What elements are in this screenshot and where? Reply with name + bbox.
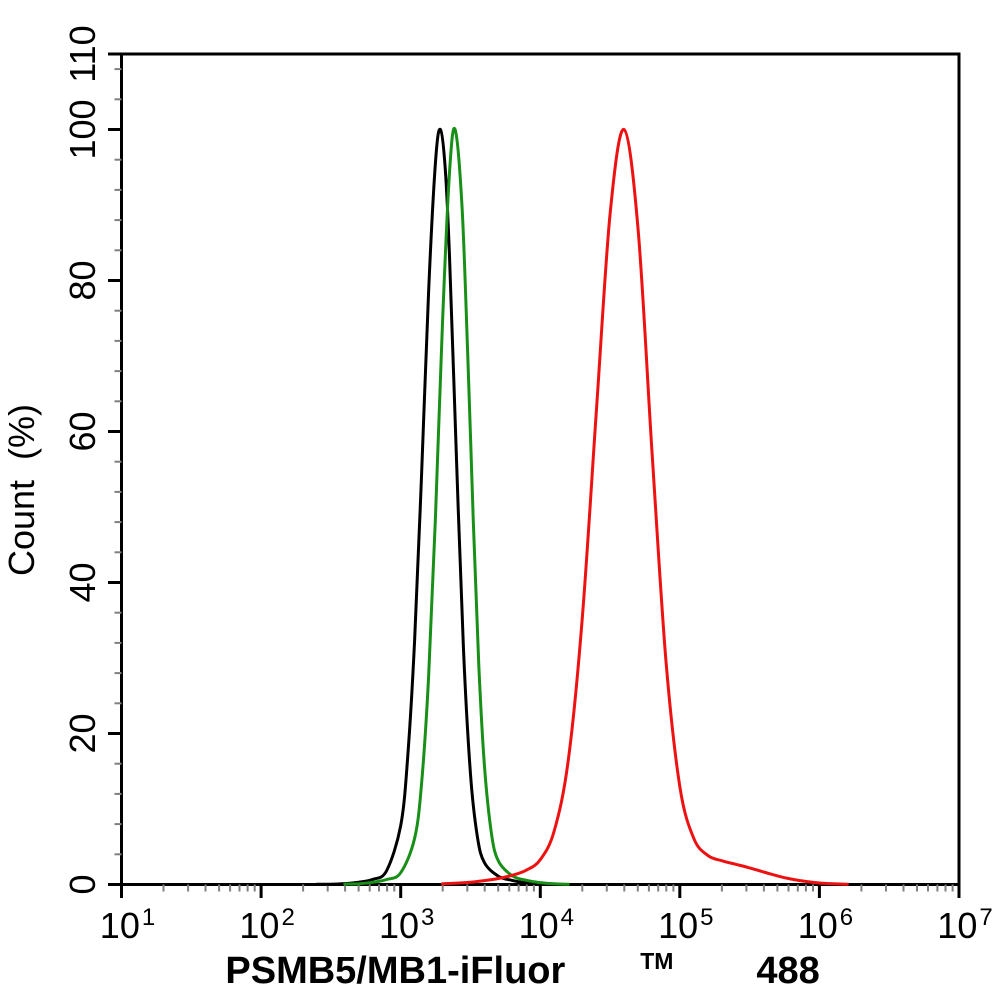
y-tick-label: 20 [62,713,103,753]
trademark-superscript: TM [640,948,673,974]
x-axis-title-main: PSMB5/MB1-iFluor [225,950,565,992]
curve-black-control [315,127,556,886]
x-tick-label: 106 [798,904,853,946]
major-ticks [108,52,961,898]
plot-frame [120,52,961,886]
y-tick-label: 40 [62,562,103,602]
histogram-curves [315,126,849,886]
minor-ticks [114,68,954,892]
x-tick-label: 103 [379,904,434,946]
x-tick-label: 104 [519,904,574,946]
x-tick-label: 101 [100,904,155,946]
x-axis-title-suffix: 488 [756,950,819,992]
x-tick-label: 102 [239,904,294,946]
y-tick-label: 110 [62,25,103,82]
x-tick-label: 107 [937,904,992,946]
axes-box [120,52,961,886]
y-tick-label: 80 [62,260,103,300]
y-tick-label: 0 [62,874,103,894]
curve-red-stained [441,127,849,886]
x-axis-title: PSMB5/MB1-iFluor TM 488 [151,936,872,992]
curve-green-control [343,126,570,886]
y-tick-label: 100 [62,99,103,159]
y-axis-title: Count (%) [1,404,42,576]
x-tick-label: 105 [658,904,713,946]
y-tick-labels: 0 20 40 60 80 100 110 [62,25,103,894]
x-tick-labels: 101 102 103 104 105 106 107 [100,904,993,946]
y-tick-label: 60 [62,411,103,451]
